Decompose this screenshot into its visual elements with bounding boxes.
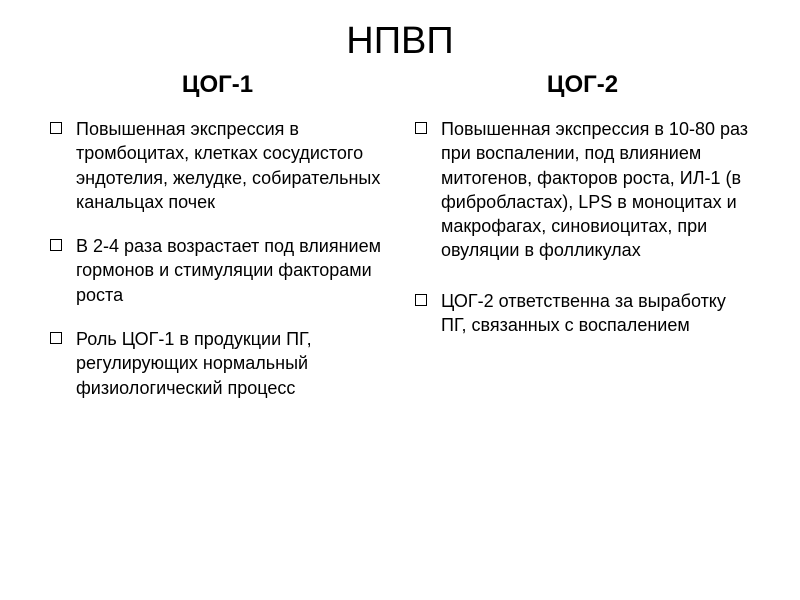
bullet-text: Повышенная экспрессия в тромбоцитах, кле…	[76, 117, 385, 214]
columns-container: ЦОГ-1 Повышенная экспрессия в тромбоцита…	[50, 71, 750, 420]
bullet-text: В 2-4 раза возрастает под влиянием гормо…	[76, 234, 385, 307]
right-column: ЦОГ-2 Повышенная экспрессия в 10-80 раз …	[415, 71, 750, 420]
bullet-icon	[415, 122, 427, 134]
page-title: НПВП	[50, 20, 750, 63]
list-item: В 2-4 раза возрастает под влиянием гормо…	[50, 234, 385, 307]
left-heading: ЦОГ-1	[50, 71, 385, 99]
bullet-text: Повышенная экспрессия в 10-80 раз при во…	[441, 117, 750, 263]
list-item: Роль ЦОГ-1 в продукции ПГ, регулирующих …	[50, 327, 385, 400]
bullet-text: Роль ЦОГ-1 в продукции ПГ, регулирующих …	[76, 327, 385, 400]
bullet-text: ЦОГ-2 ответственна за выработку ПГ, связ…	[441, 289, 750, 338]
list-item: Повышенная экспрессия в 10-80 раз при во…	[415, 117, 750, 263]
bullet-icon	[50, 332, 62, 344]
right-heading: ЦОГ-2	[415, 71, 750, 99]
left-list: Повышенная экспрессия в тромбоцитах, кле…	[50, 117, 385, 400]
right-list: Повышенная экспрессия в 10-80 раз при во…	[415, 117, 750, 337]
bullet-icon	[415, 294, 427, 306]
bullet-icon	[50, 239, 62, 251]
bullet-icon	[50, 122, 62, 134]
list-item: ЦОГ-2 ответственна за выработку ПГ, связ…	[415, 289, 750, 338]
left-column: ЦОГ-1 Повышенная экспрессия в тромбоцита…	[50, 71, 385, 420]
list-item: Повышенная экспрессия в тромбоцитах, кле…	[50, 117, 385, 214]
